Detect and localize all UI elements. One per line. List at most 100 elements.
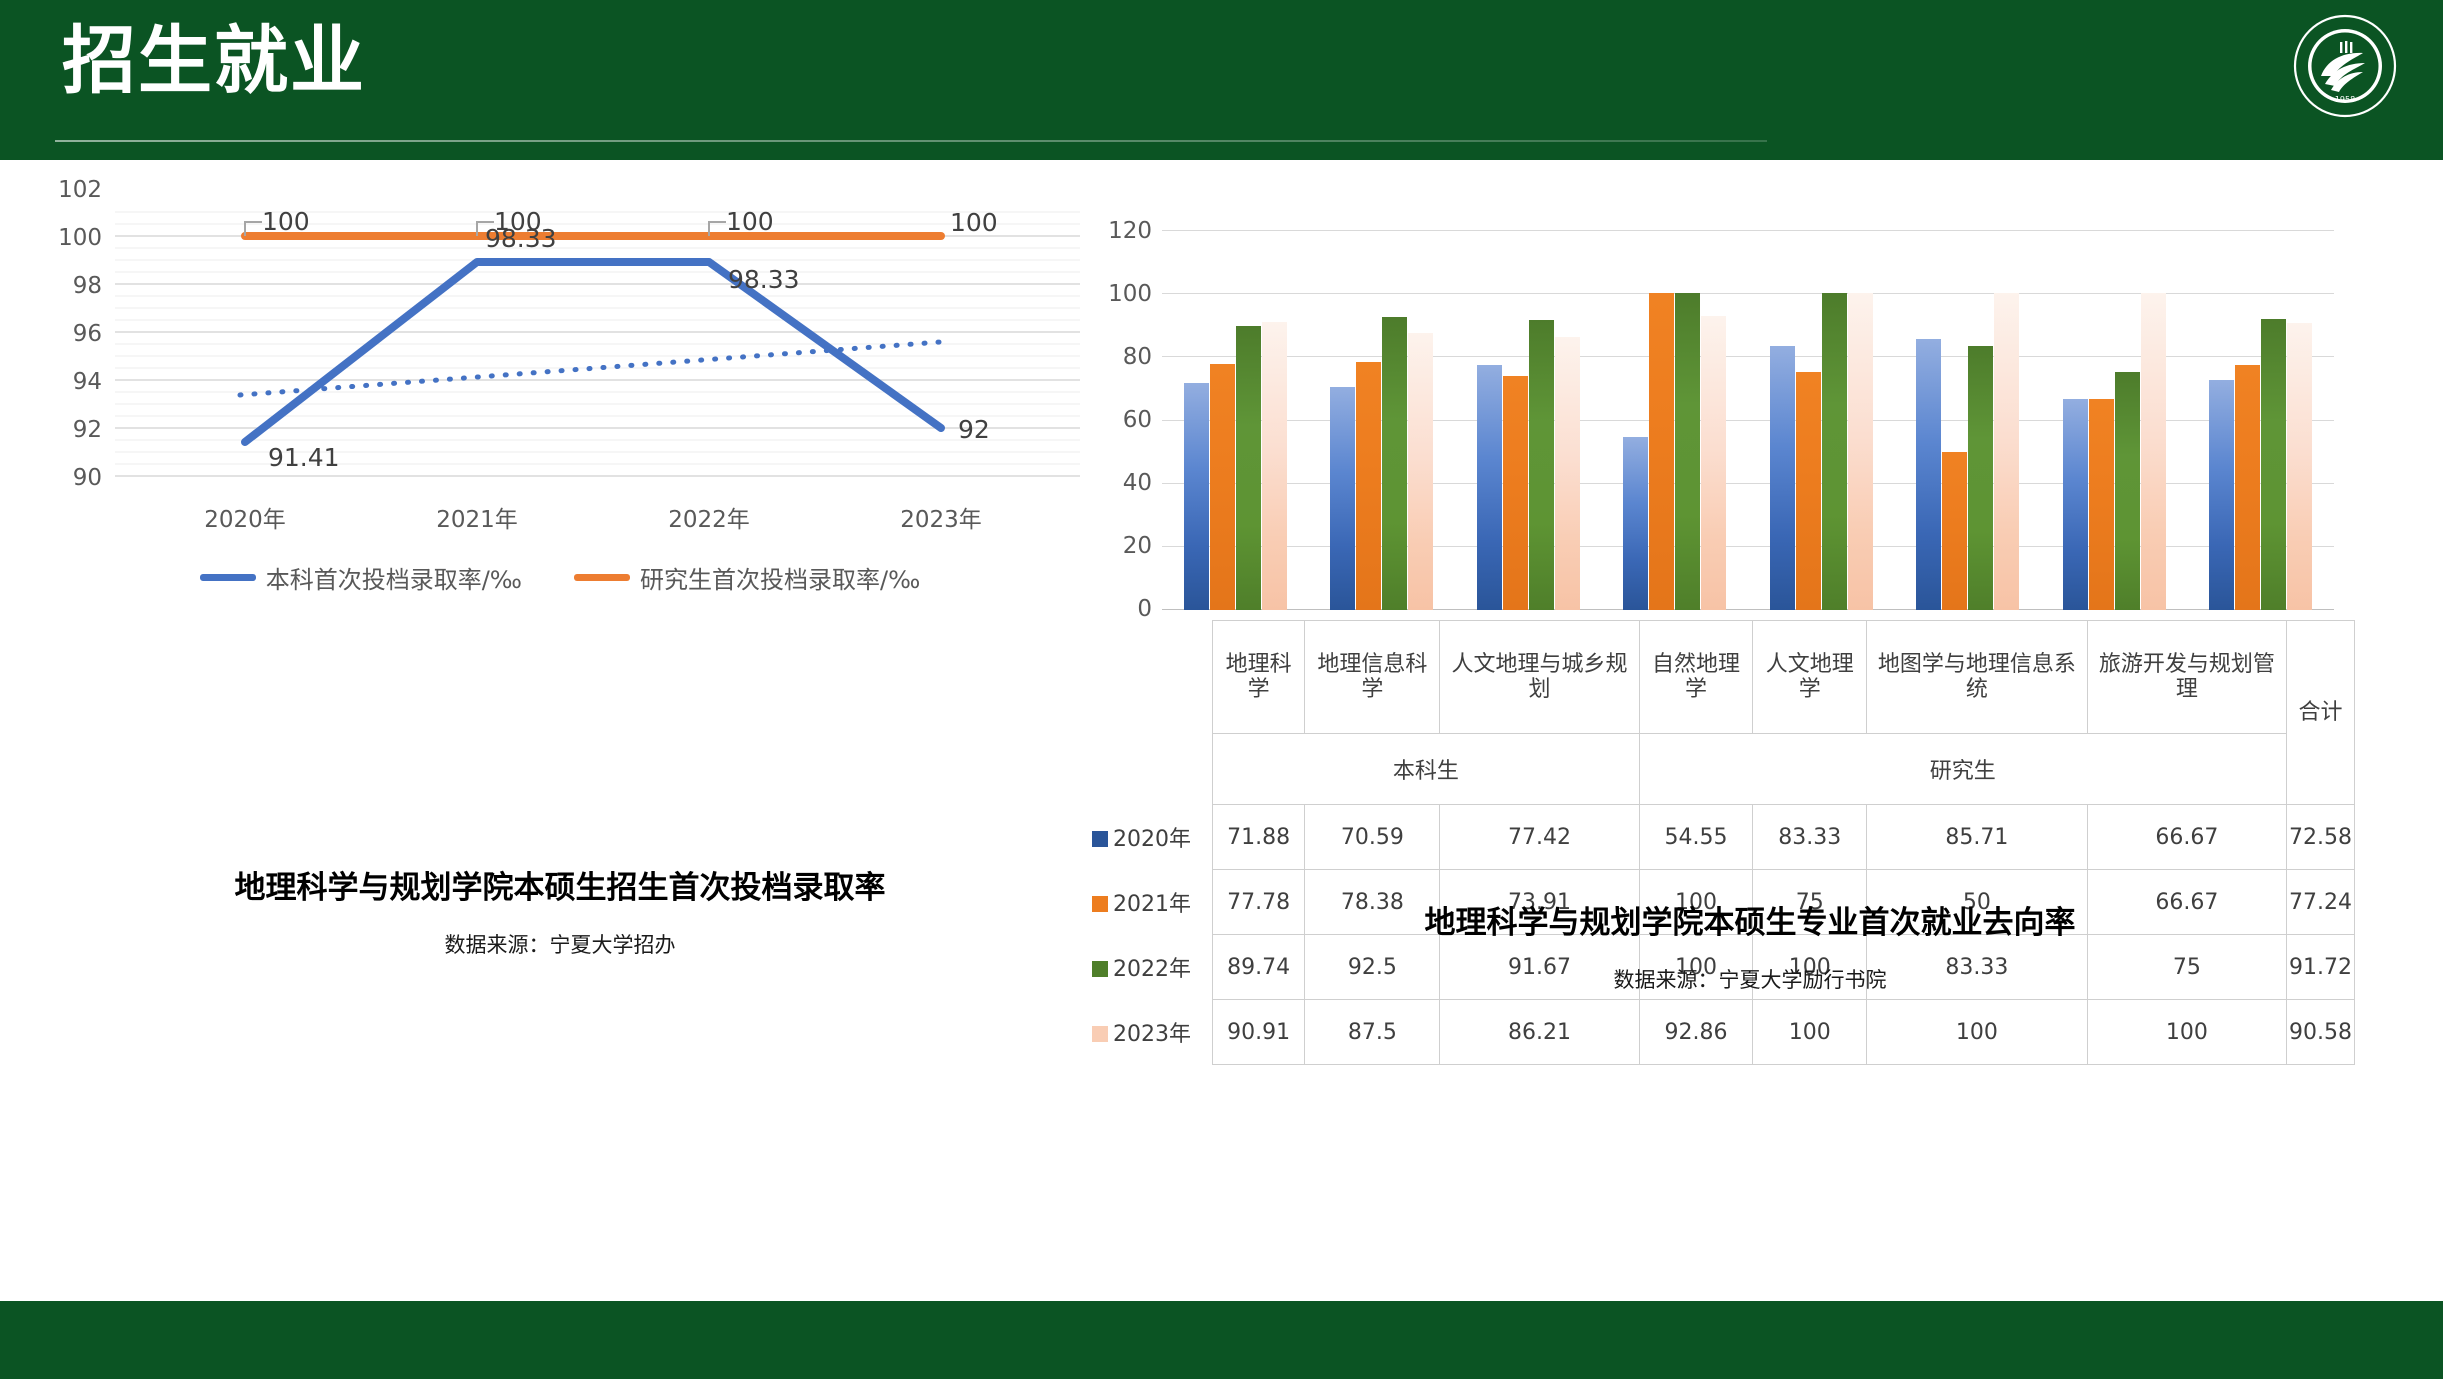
undergrad-admission-line bbox=[241, 258, 945, 446]
bar-2023[interactable] bbox=[1261, 322, 1287, 610]
employment-data-table: 地理科学 地理信息科学 人文地理与城乡规划 自然地理学 人文地理学 地图学与地理… bbox=[1090, 620, 2356, 1065]
bar-2020[interactable] bbox=[1623, 437, 1649, 610]
bar-2021[interactable] bbox=[1942, 452, 1968, 610]
cell: 75 bbox=[2086, 934, 2287, 1000]
bar-2022[interactable] bbox=[1528, 320, 1554, 610]
right-chart-source: 数据来源：宁夏大学励行书院 bbox=[1613, 968, 1887, 993]
y-tick-label: 90 bbox=[72, 465, 102, 491]
bar-2021[interactable] bbox=[1795, 372, 1821, 610]
bar-2020[interactable] bbox=[1330, 387, 1356, 610]
column-header-total: 合计 bbox=[2285, 620, 2356, 805]
bar-2023[interactable] bbox=[1701, 316, 1727, 610]
bar-2021[interactable] bbox=[1649, 293, 1675, 610]
bar-group-rwdlx bbox=[1748, 230, 1895, 610]
y-tick-label: 94 bbox=[72, 369, 102, 395]
cell: 89.74 bbox=[1211, 934, 1306, 1000]
row-legend-2021: 2021年 bbox=[1090, 869, 1213, 935]
row-label: 2021年 bbox=[1113, 892, 1191, 917]
bar-2023[interactable] bbox=[1408, 333, 1434, 610]
cell: 54.55 bbox=[1638, 804, 1754, 870]
x-tick-label: 2022年 bbox=[668, 507, 750, 533]
column-header-dlkx: 地理科学 bbox=[1211, 620, 1306, 734]
bar-2023[interactable] bbox=[1994, 293, 2020, 610]
page-title: 招生就业 bbox=[62, 18, 366, 104]
bar-group-zrdlx bbox=[1602, 230, 1749, 610]
cell: 91.67 bbox=[1439, 934, 1640, 1000]
cell: 66.67 bbox=[2086, 804, 2287, 870]
y-tick-label: 92 bbox=[72, 417, 102, 443]
bar-2022[interactable] bbox=[1675, 293, 1701, 610]
bar-2022[interactable] bbox=[1821, 293, 1847, 610]
left-chart-caption: 地理科学与规划学院本硕生招生首次投档录取率 bbox=[234, 870, 886, 906]
bar-2020[interactable] bbox=[1916, 339, 1942, 610]
bar-2021[interactable] bbox=[1502, 376, 1528, 610]
table-row: 2020年 71.88 70.59 77.42 54.55 83.33 85.7… bbox=[1090, 804, 2356, 870]
cell: 71.88 bbox=[1211, 804, 1306, 870]
cell: 83.33 bbox=[1866, 934, 2088, 1000]
bar-chart-gridlines bbox=[1162, 230, 2334, 610]
column-header-lykfyghgl: 旅游开发与规划管理 bbox=[2086, 620, 2287, 734]
bar-2020[interactable] bbox=[1183, 383, 1209, 610]
bar-2023[interactable] bbox=[2140, 293, 2166, 610]
cell: 90.91 bbox=[1211, 999, 1306, 1065]
bar-2020[interactable] bbox=[2062, 399, 2088, 610]
x-tick-label: 2023年 bbox=[900, 507, 982, 533]
cell: 87.5 bbox=[1304, 999, 1441, 1065]
row-legend-2022: 2022年 bbox=[1090, 934, 1213, 1000]
cell: 66.67 bbox=[2086, 869, 2287, 935]
data-label-undergrad-2022: 98.33 bbox=[728, 265, 800, 294]
admission-rate-line-chart-panel: 90 92 94 96 98 100 102 bbox=[40, 177, 1080, 957]
bar-2023[interactable] bbox=[2287, 323, 2313, 610]
line-chart-legend: 本科首次投档录取率/‰ 研究生首次投档录取率/‰ bbox=[40, 560, 1080, 595]
cell: 100 bbox=[1638, 869, 1754, 935]
bar-2020[interactable] bbox=[2209, 380, 2235, 610]
bar-2023[interactable] bbox=[1847, 293, 1873, 610]
data-label-undergrad-2021: 98.33 bbox=[485, 224, 557, 253]
bar-2022[interactable] bbox=[1382, 317, 1408, 610]
legend-item-undergrad[interactable]: 本科首次投档录取率/‰ bbox=[199, 560, 522, 595]
group-header-grad: 研究生 bbox=[1638, 733, 2287, 805]
y-tick-label: 60 bbox=[1122, 407, 1152, 433]
legend-label: 本科首次投档录取率/‰ bbox=[265, 566, 522, 594]
data-label-undergrad-2023: 92 bbox=[958, 415, 990, 444]
bar-2022[interactable] bbox=[1968, 346, 1994, 610]
cell: 100 bbox=[1752, 934, 1868, 1000]
data-label-undergrad-2020: 91.41 bbox=[268, 443, 340, 472]
cell: 100 bbox=[2086, 999, 2287, 1065]
bar-group-lykfyghgl bbox=[2041, 230, 2188, 610]
cell: 100 bbox=[1866, 999, 2088, 1065]
right-chart-caption-block: 地理科学与规划学院本硕生专业首次就业去向率 数据来源：宁夏大学励行书院 bbox=[1090, 905, 2410, 994]
x-tick-label: 2020年 bbox=[204, 507, 286, 533]
bar-2022[interactable] bbox=[1235, 326, 1261, 610]
group-header-undergrad: 本科生 bbox=[1212, 733, 1640, 805]
cell: 70.59 bbox=[1304, 804, 1441, 870]
y-tick-label: 80 bbox=[1122, 344, 1152, 370]
legend-swatch-icon bbox=[574, 574, 630, 581]
bar-2021[interactable] bbox=[1356, 362, 1382, 610]
legend-swatch-icon bbox=[1092, 1026, 1108, 1042]
cell: 78.38 bbox=[1304, 869, 1441, 935]
left-chart-source: 数据来源：宁夏大学招办 bbox=[444, 933, 676, 958]
bar-2022[interactable] bbox=[2261, 319, 2287, 610]
bar-2022[interactable] bbox=[2114, 372, 2140, 610]
logo-year-text: 1958 bbox=[2335, 95, 2355, 104]
undergrad-trendline bbox=[237, 339, 943, 398]
y-tick-label: 0 bbox=[1137, 596, 1152, 622]
row-label: 2022年 bbox=[1113, 957, 1191, 982]
cell: 85.71 bbox=[1866, 804, 2088, 870]
legend-item-grad[interactable]: 研究生首次投档录取率/‰ bbox=[574, 560, 920, 595]
bar-2021[interactable] bbox=[1209, 364, 1235, 610]
table-header-row-majors: 地理科学 地理信息科学 人文地理与城乡规划 自然地理学 人文地理学 地图学与地理… bbox=[1090, 620, 2356, 805]
bar-group-rwdlycxgh bbox=[1455, 230, 1602, 610]
bar-2021[interactable] bbox=[2088, 399, 2114, 610]
x-tick-label: 2021年 bbox=[436, 507, 518, 533]
cell: 90.58 bbox=[2285, 999, 2356, 1065]
line-chart-plot: 90 92 94 96 98 100 102 bbox=[40, 177, 1080, 830]
data-label-grad-2021: 100 bbox=[494, 207, 542, 236]
column-header-zrdlx: 自然地理学 bbox=[1638, 620, 1754, 734]
cell: 86.21 bbox=[1439, 999, 1640, 1065]
bar-2021[interactable] bbox=[2235, 365, 2261, 610]
bar-2023[interactable] bbox=[1554, 337, 1580, 610]
bar-2020[interactable] bbox=[1476, 365, 1502, 610]
bar-2020[interactable] bbox=[1769, 346, 1795, 610]
